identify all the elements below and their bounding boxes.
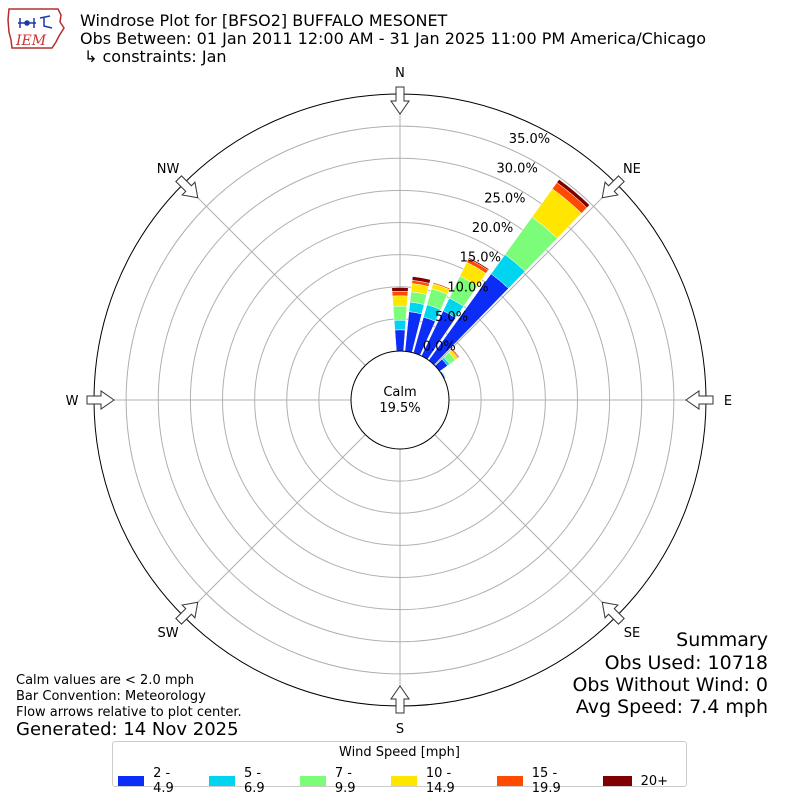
flow-arrow-icon	[601, 601, 625, 625]
legend-item: 5 - 6.9	[208, 766, 282, 796]
legend-swatch	[299, 776, 326, 786]
chart-title: Windrose Plot for [BFSO2] BUFFALO MESONE…	[80, 11, 448, 30]
radial-tick-label: 0.0%	[423, 340, 456, 355]
radial-tick-label: 35.0%	[509, 132, 550, 147]
obs-between: Obs Between: 01 Jan 2011 12:00 AM - 31 J…	[80, 29, 706, 48]
legend-swatch	[118, 776, 145, 786]
bar-segment	[391, 290, 409, 297]
radial-tick-label: 30.0%	[497, 162, 538, 177]
calm-label: Calm	[383, 385, 416, 400]
flow-arrow-icon	[175, 601, 199, 625]
grid-ring	[157, 157, 643, 643]
legend-label: 7 - 9.9	[334, 766, 356, 796]
grid-ring	[222, 222, 578, 578]
grid-ring	[254, 254, 546, 546]
bar-segment	[432, 282, 451, 291]
bar-segment	[393, 319, 407, 331]
legend-label: 15 - 19.9	[531, 766, 561, 796]
legend-item: 2 - 4.9	[118, 766, 191, 796]
radial-tick-label: 10.0%	[447, 280, 488, 295]
flow-arrow-icon	[175, 175, 199, 199]
note-bar-convention: Bar Convention: Meteorology	[16, 689, 206, 704]
direction-label-se: SE	[624, 626, 640, 641]
direction-label-s: S	[396, 722, 404, 737]
direction-label-w: W	[66, 394, 79, 409]
iowa-outline-shape	[7, 8, 65, 49]
summary-heading: Summary	[676, 629, 768, 651]
legend-swatch	[602, 776, 632, 786]
calm-circle	[350, 350, 450, 450]
flow-arrow-icon	[601, 175, 625, 199]
summary-obs-without-wind: Obs Without Wind: 0	[572, 674, 768, 696]
grid-ring	[189, 189, 611, 611]
bar-segment	[441, 370, 447, 379]
legend-title: Wind Speed [mph]	[339, 745, 460, 760]
iem-logo: IEM	[7, 8, 65, 49]
legend-items: 2 - 4.9 5 - 6.9 7 - 9.9 10 - 14.9 15 - 19.9 2…	[118, 766, 686, 796]
bar-segment	[392, 305, 408, 321]
bar-segment	[467, 257, 490, 271]
direction-label-n: N	[395, 66, 405, 81]
radial-tick-label: 5.0%	[435, 310, 468, 325]
summary-obs-used: Obs Used: 10718	[604, 652, 768, 674]
direction-label-e: E	[724, 394, 732, 409]
legend-label: 10 - 14.9	[425, 766, 455, 796]
constraints: ↳ constraints: Jan	[84, 47, 227, 66]
grid-ring	[125, 125, 675, 675]
weather-icon	[18, 15, 53, 29]
grid-ring	[286, 286, 514, 514]
direction-label-ne: NE	[623, 162, 641, 177]
legend-item: 10 - 14.9	[390, 766, 479, 796]
direction-label-sw: SW	[158, 626, 179, 641]
legend-label: 20+	[640, 773, 668, 789]
generated-date: Generated: 14 Nov 2025	[16, 719, 239, 740]
note-flow-arrows: Flow arrows relative to plot center.	[16, 705, 242, 720]
legend: Wind Speed [mph] 2 - 4.9 5 - 6.9 7 - 9.9 10…	[112, 741, 687, 796]
radial-tick-label: 20.0%	[472, 221, 513, 236]
bar-segment	[411, 276, 431, 284]
legend-swatch	[496, 776, 523, 786]
bar-segment	[451, 348, 460, 358]
flow-arrow-icon	[86, 390, 115, 410]
logo-text: IEM	[15, 33, 47, 49]
calm-value: 19.5%	[379, 401, 420, 416]
bar-segment	[556, 179, 590, 209]
legend-swatch	[390, 776, 417, 786]
legend-item: 20+	[602, 766, 668, 796]
legend-item: 15 - 19.9	[496, 766, 585, 796]
legend-item: 7 - 9.9	[299, 766, 373, 796]
summary-avg-speed: Avg Speed: 7.4 mph	[575, 696, 768, 718]
bar-segment	[392, 295, 408, 307]
flow-arrow-icon	[390, 685, 410, 714]
legend-label: 5 - 6.9	[244, 766, 265, 796]
legend-label: 2 - 4.9	[153, 766, 174, 796]
flow-arrow-icon	[685, 390, 714, 410]
note-calm: Calm values are < 2.0 mph	[16, 673, 195, 688]
flow-arrow-icon	[390, 86, 410, 115]
bar-segment	[394, 329, 406, 352]
direction-label-nw: NW	[157, 162, 180, 177]
bar-segment	[391, 287, 409, 292]
radial-tick-label: 15.0%	[460, 251, 501, 266]
radial-tick-label: 25.0%	[484, 191, 525, 206]
legend-swatch	[208, 776, 235, 786]
